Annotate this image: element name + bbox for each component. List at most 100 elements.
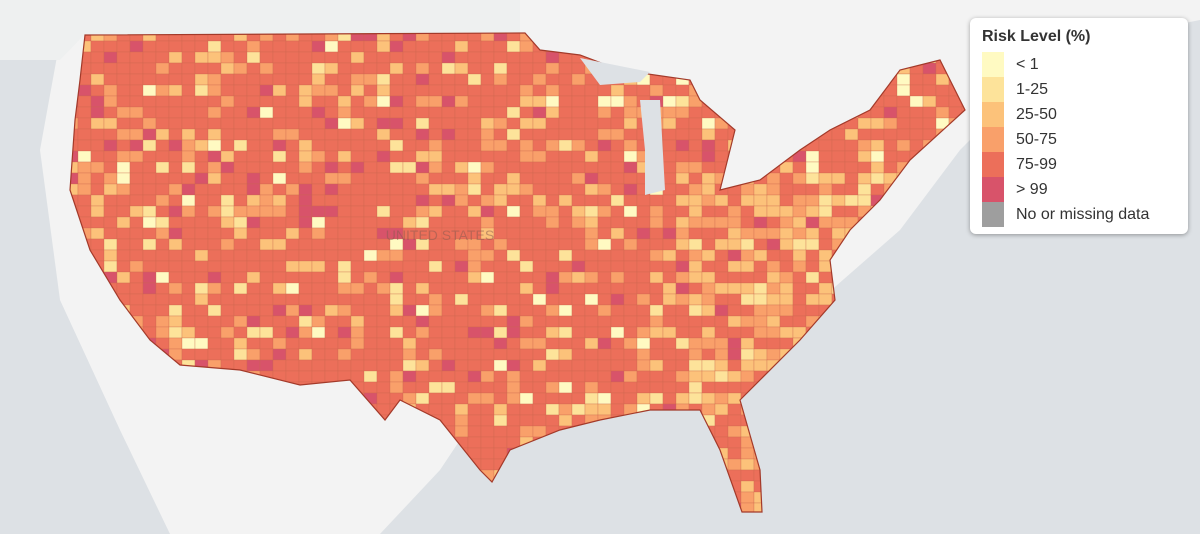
county <box>103 172 118 185</box>
county <box>350 271 365 284</box>
county <box>298 271 313 284</box>
county <box>233 51 248 64</box>
county <box>363 128 378 141</box>
county <box>493 51 508 64</box>
county <box>558 62 573 75</box>
legend-item[interactable]: < 1 <box>982 52 1176 77</box>
county <box>129 51 144 64</box>
county <box>324 106 339 119</box>
county <box>714 326 729 339</box>
county <box>922 62 937 75</box>
county <box>688 183 703 196</box>
county <box>324 293 339 306</box>
legend-item[interactable]: 1-25 <box>982 77 1176 102</box>
county <box>597 359 612 372</box>
county <box>545 139 560 152</box>
county <box>857 194 872 207</box>
county <box>259 293 274 306</box>
county <box>194 337 209 350</box>
county <box>571 106 586 119</box>
county <box>558 227 573 240</box>
county <box>532 139 547 152</box>
county <box>753 205 768 218</box>
county <box>701 227 716 240</box>
county <box>519 370 534 383</box>
county <box>428 326 443 339</box>
county <box>337 161 352 174</box>
county <box>233 73 248 86</box>
county <box>415 326 430 339</box>
county <box>116 150 131 163</box>
county <box>311 106 326 119</box>
county <box>337 128 352 141</box>
county <box>194 161 209 174</box>
county <box>675 95 690 108</box>
county <box>233 260 248 273</box>
county <box>636 227 651 240</box>
county <box>90 139 105 152</box>
county <box>441 161 456 174</box>
county <box>766 194 781 207</box>
legend-item[interactable]: No or missing data <box>982 202 1176 227</box>
county <box>285 271 300 284</box>
county <box>727 447 742 460</box>
county <box>779 304 794 317</box>
county <box>337 40 352 53</box>
county <box>649 304 664 317</box>
county <box>142 249 157 262</box>
county <box>610 216 625 229</box>
county <box>636 348 651 361</box>
county <box>259 51 274 64</box>
legend-item[interactable]: 25-50 <box>982 102 1176 127</box>
county <box>233 95 248 108</box>
county <box>194 139 209 152</box>
county <box>363 106 378 119</box>
county <box>428 403 443 416</box>
county <box>415 172 430 185</box>
county <box>467 337 482 350</box>
county <box>389 161 404 174</box>
county <box>727 315 742 328</box>
county <box>389 282 404 295</box>
county <box>688 106 703 119</box>
county <box>376 62 391 75</box>
county <box>376 271 391 284</box>
county <box>597 260 612 273</box>
county <box>285 84 300 97</box>
county <box>922 117 937 130</box>
county <box>597 403 612 416</box>
county <box>740 469 755 482</box>
county <box>181 95 196 108</box>
county <box>480 139 495 152</box>
county <box>740 315 755 328</box>
county <box>532 392 547 405</box>
county <box>233 293 248 306</box>
legend-item[interactable]: > 99 <box>982 177 1176 202</box>
county <box>402 95 417 108</box>
county <box>467 128 482 141</box>
county <box>285 227 300 240</box>
county <box>701 326 716 339</box>
legend-item[interactable]: 50-75 <box>982 127 1176 152</box>
county <box>142 150 157 163</box>
county <box>363 40 378 53</box>
county <box>506 73 521 86</box>
county <box>922 73 937 86</box>
county <box>155 51 170 64</box>
county <box>753 216 768 229</box>
county <box>493 216 508 229</box>
county <box>480 436 495 449</box>
county <box>675 205 690 218</box>
county <box>220 73 235 86</box>
county <box>662 172 677 185</box>
county <box>441 172 456 185</box>
county <box>493 359 508 372</box>
county <box>207 95 222 108</box>
county <box>480 73 495 86</box>
county <box>519 227 534 240</box>
legend-item[interactable]: 75-99 <box>982 152 1176 177</box>
county <box>402 106 417 119</box>
county <box>545 73 560 86</box>
county <box>688 238 703 251</box>
county <box>506 403 521 416</box>
